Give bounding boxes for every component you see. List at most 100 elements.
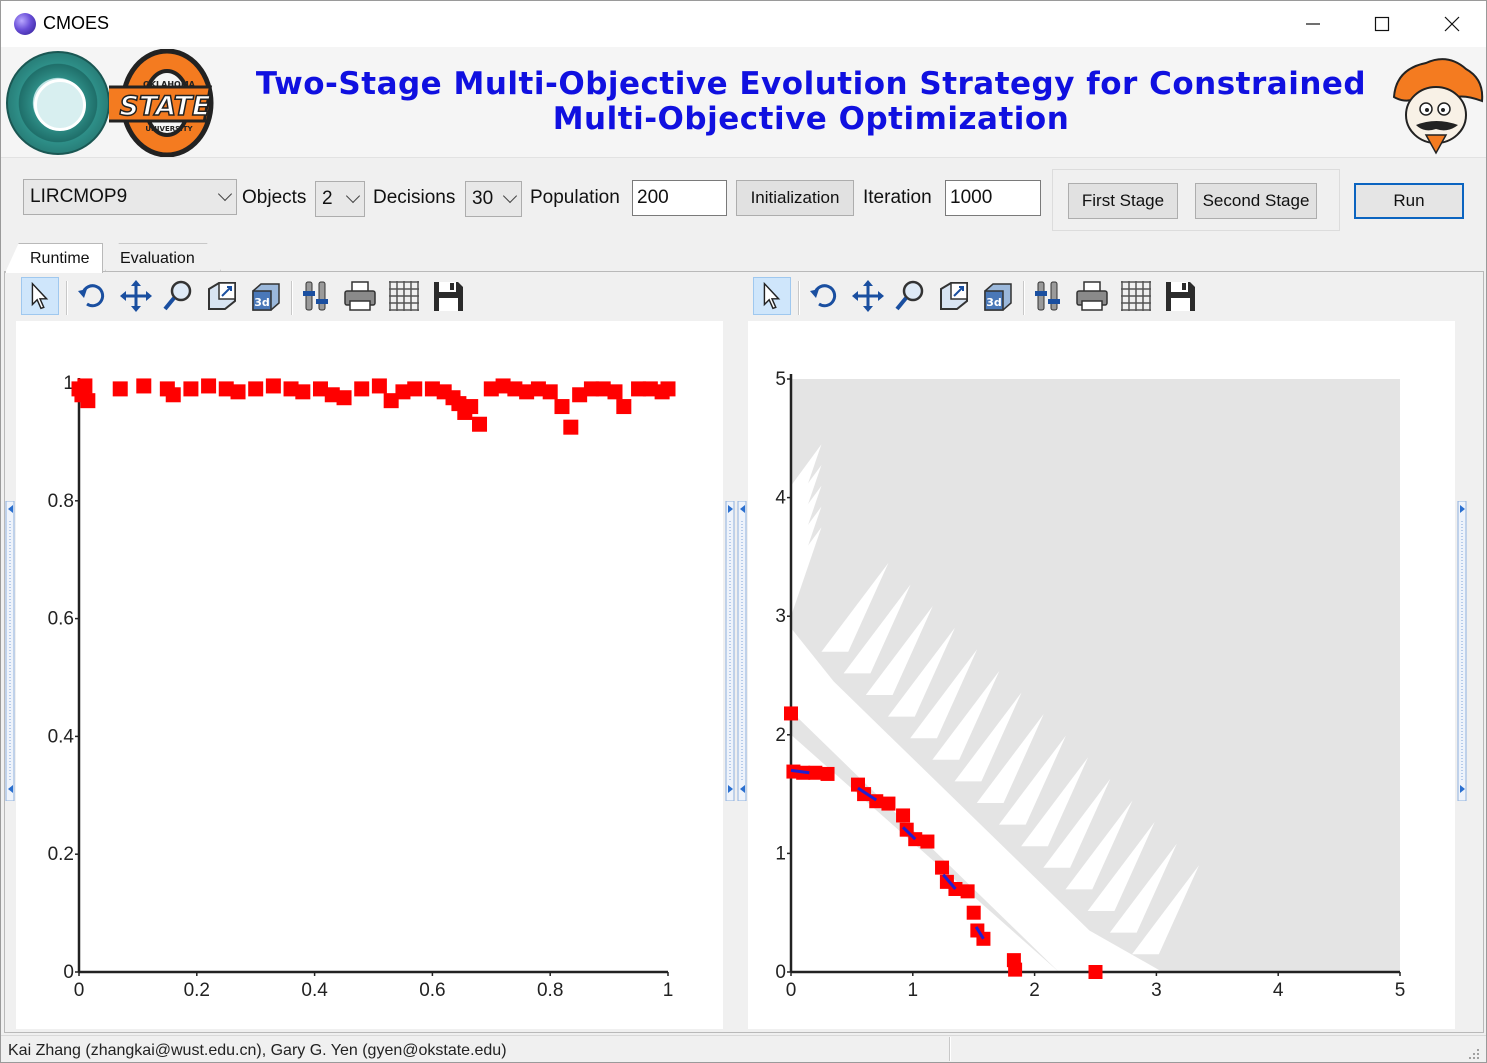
zoom-tool-button[interactable] [891, 277, 929, 315]
y-tick-label: 0.2 [48, 844, 74, 865]
infeasible-band [791, 734, 1059, 972]
x-tick-label: 1 [663, 980, 674, 1001]
x-tick-label: 4 [1273, 980, 1284, 1001]
data-point [607, 384, 623, 400]
y-tick-label: 4 [775, 488, 786, 509]
data-point [784, 706, 798, 721]
splitter-handle-middle-left[interactable] [725, 501, 735, 801]
maximize-button[interactable] [1347, 1, 1417, 47]
data-point [165, 387, 181, 403]
scatter-chart-left: 0 0.2 0.4 0.6 0.8 1 0 0.2 0.4 0.6 0.8 1 [48, 373, 676, 1001]
app-banner-title: Two-Stage Multi-Objective Evolution Stra… [231, 67, 1391, 137]
tab-runtime[interactable]: Runtime [5, 243, 103, 273]
objects-select[interactable]: 2 [315, 181, 365, 217]
splitter-handle-right[interactable] [1457, 501, 1467, 801]
zoom-box-icon [208, 282, 236, 310]
pointer-tool-button[interactable] [753, 277, 791, 315]
rotate-tool-button[interactable] [805, 277, 843, 315]
tab-evaluation[interactable]: Evaluation [105, 243, 221, 271]
decisions-label: Decisions [373, 187, 456, 208]
data-point [616, 399, 632, 415]
x-tick-label: 0.6 [419, 980, 445, 1001]
data-point [530, 381, 546, 397]
data-point [383, 393, 399, 409]
data-point [896, 808, 911, 823]
properties-tool-button[interactable] [297, 277, 335, 315]
infeasible-spike [954, 692, 1022, 782]
data-point [1088, 965, 1103, 979]
pointer-icon [763, 281, 781, 310]
svg-text:3d: 3d [986, 296, 1002, 309]
pointer-tool-button[interactable] [21, 277, 59, 315]
infeasible-spike [910, 649, 978, 739]
iteration-input[interactable]: 1000 [945, 180, 1041, 216]
app-icon [14, 13, 36, 35]
header-banner: STATE OKLAHOMA UNIVERSITY Two-Stage Mult… [1, 47, 1486, 157]
rotate-tool-button[interactable] [73, 277, 111, 315]
objects-label: Objects [242, 187, 307, 208]
save-icon [434, 282, 463, 311]
resize-grip-icon[interactable] [1467, 1047, 1481, 1061]
save-tool-button[interactable] [1161, 277, 1199, 315]
zoom-box-tool-button[interactable] [203, 277, 241, 315]
pareto-front-segment [974, 926, 985, 940]
zoom-box-tool-button[interactable] [935, 277, 973, 315]
second-stage-button[interactable]: Second Stage [1195, 183, 1317, 219]
data-point [820, 766, 835, 781]
first-stage-button[interactable]: First Stage [1068, 183, 1178, 219]
data-point [631, 381, 647, 397]
x-tick-label: 2 [1029, 980, 1040, 1001]
data-point [495, 378, 511, 394]
initialization-button[interactable]: Initialization [736, 180, 854, 216]
splitter-handle-middle-right[interactable] [737, 501, 747, 801]
pan-tool-button[interactable] [117, 277, 155, 315]
data-point [336, 390, 352, 406]
3d-tool-button[interactable]: 3d [979, 277, 1017, 315]
decisions-select[interactable]: 30 [465, 181, 522, 217]
toolbar-separator [66, 281, 68, 315]
close-button[interactable] [1417, 1, 1486, 47]
pan-tool-button[interactable] [849, 277, 887, 315]
zoom-tool-button[interactable] [159, 277, 197, 315]
infeasible-spike [865, 606, 933, 695]
objective-plot-left[interactable]: 0 0.2 0.4 0.6 0.8 1 0 0.2 0.4 0.6 0.8 1 [16, 321, 723, 1029]
data-point [283, 381, 299, 397]
grid-icon [1121, 281, 1151, 311]
print-tool-button[interactable] [1073, 277, 1111, 315]
data-point [542, 384, 558, 400]
banner-title-line1: Two-Stage Multi-Objective Evolution Stra… [255, 66, 1367, 102]
x-tick-label: 5 [1395, 980, 1406, 1001]
data-point [554, 399, 570, 415]
problem-select-value: LIRCMOP9 [30, 186, 128, 207]
grid-icon [389, 281, 419, 311]
population-label: Population [530, 187, 620, 208]
3d-tool-button[interactable]: 3d [247, 277, 285, 315]
run-button[interactable]: Run [1354, 183, 1464, 219]
zoom-icon [163, 280, 192, 311]
toolbar-separator [291, 281, 293, 315]
grid-tool-button[interactable] [1117, 277, 1155, 315]
osu-logo-bottom-text: UNIVERSITY [145, 125, 193, 133]
properties-icon [1035, 281, 1060, 311]
data-point [230, 384, 246, 400]
feasible-region [791, 379, 1400, 972]
data-point [248, 381, 264, 397]
data-point [881, 796, 896, 811]
data-point [136, 378, 152, 394]
properties-tool-button[interactable] [1029, 277, 1067, 315]
data-point [472, 416, 488, 432]
data-point [1008, 962, 1023, 977]
objective-plot-right[interactable]: 0 1 2 3 4 5 0 1 2 3 4 5 [748, 321, 1455, 1029]
save-tool-button[interactable] [429, 277, 467, 315]
data-point [920, 834, 935, 849]
population-input[interactable]: 200 [632, 180, 727, 216]
toolbar-separator [1023, 281, 1025, 315]
y-tick-label: 1 [63, 373, 74, 394]
print-tool-button[interactable] [341, 277, 379, 315]
splitter-handle-left[interactable] [5, 501, 15, 801]
problem-select[interactable]: LIRCMOP9 [23, 179, 237, 215]
pareto-front-segment [857, 786, 878, 802]
grid-tool-button[interactable] [385, 277, 423, 315]
data-point [463, 399, 479, 415]
minimize-button[interactable] [1278, 1, 1348, 47]
